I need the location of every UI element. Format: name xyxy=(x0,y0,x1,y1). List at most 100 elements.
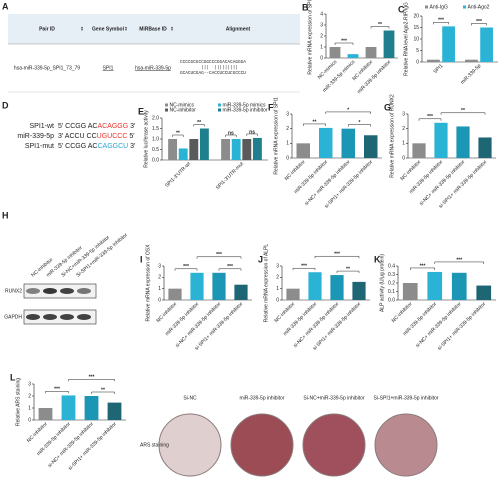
seed-site: CAGGCU xyxy=(97,143,128,150)
bar xyxy=(212,272,226,300)
y-tick-label: 1 xyxy=(276,286,279,292)
y-tick-label: 2 xyxy=(402,126,405,132)
significance-label: *** xyxy=(438,18,444,24)
sequence-end: 3′ xyxy=(58,133,64,140)
bar xyxy=(442,26,455,63)
y-axis-label: Relative ARS staining xyxy=(15,378,21,426)
significance-bracket xyxy=(303,123,326,126)
y-tick-label: 0 xyxy=(286,155,289,161)
legend-label: miR-339-5p mimics xyxy=(223,102,267,108)
legend-swatch xyxy=(218,103,221,107)
blot-band xyxy=(26,314,40,320)
sort-icon: ⇕ xyxy=(170,26,174,32)
x-tick-label: miR-339-5p inhibitor xyxy=(356,59,392,95)
bar xyxy=(199,128,209,160)
panel-letter: F xyxy=(268,102,274,112)
bar xyxy=(383,30,395,58)
y-tick-label: 0 xyxy=(276,297,279,303)
sequence-end: 3′ xyxy=(130,123,136,130)
y-tick-label: 0.2 xyxy=(388,280,395,286)
bar xyxy=(107,402,122,420)
y-tick-label: 1 xyxy=(158,286,161,292)
y-tick-label: 2.0 xyxy=(152,115,159,121)
significance-label: ** xyxy=(197,120,201,126)
significance-label: ** xyxy=(176,130,180,136)
bar xyxy=(427,59,440,62)
y-tick-label: 2 xyxy=(28,393,31,399)
sequence-end: 5′ xyxy=(129,133,135,140)
blot-band xyxy=(60,288,74,294)
sequence-name: SPI1-wt xyxy=(29,123,54,130)
band-label: RUNX2 xyxy=(5,288,22,294)
panel-letter: D xyxy=(2,100,9,110)
significance-bracket xyxy=(440,112,486,115)
significance-bracket xyxy=(471,23,487,26)
significance-bracket xyxy=(91,391,115,394)
table-link: SPI1 xyxy=(103,65,114,71)
panel-letter: L xyxy=(10,372,16,382)
significance-label: *** xyxy=(54,387,60,393)
significance-label: ns xyxy=(249,129,255,135)
significance-label: *** xyxy=(476,19,482,25)
y-tick-label: 0.3 xyxy=(388,272,395,278)
y-tick-label: 3 xyxy=(158,263,161,269)
significance-label: *** xyxy=(420,263,426,269)
significance-bracket xyxy=(433,22,449,25)
y-tick-label: 0.0 xyxy=(152,157,159,163)
bar xyxy=(38,408,53,420)
sequence-end: 5′ xyxy=(58,123,64,130)
panel-letter: B xyxy=(302,2,309,12)
panel-letter: J xyxy=(258,254,263,264)
bar xyxy=(61,395,76,420)
significance-bracket xyxy=(172,134,184,137)
significance-bracket xyxy=(348,124,371,127)
y-tick-label: 0.4 xyxy=(388,263,395,269)
table-link: hsa-miR-339-5p xyxy=(135,65,171,71)
sequence-bases: CCGG AC xyxy=(65,123,97,130)
significance-bracket xyxy=(193,124,205,127)
y-tick-label: 3 xyxy=(276,263,279,269)
seed-site: ACAGGG xyxy=(97,123,128,130)
bar xyxy=(84,396,99,420)
x-tick-label: NC-inhibitor xyxy=(26,421,49,444)
sort-icon: ⇕ xyxy=(124,26,128,32)
y-tick-label: 15 xyxy=(413,25,419,31)
bar xyxy=(480,27,493,62)
chart-panel: F Relative mRNA expression of SPI1 0 1 2 3 NC-… xyxy=(268,97,382,210)
bar xyxy=(465,59,478,62)
y-tick-label: 3 xyxy=(286,111,289,117)
significance-label: *** xyxy=(216,252,222,258)
y-tick-label: 0 xyxy=(320,55,323,61)
significance-bracket xyxy=(292,267,316,271)
image-row-label: ARS staining xyxy=(140,442,169,448)
bar xyxy=(189,139,199,160)
x-tick-label: SPI1-3'UTR-wt xyxy=(164,161,192,189)
y-tick-label: 0 xyxy=(158,297,161,303)
y-tick-label: 10 xyxy=(413,36,419,42)
y-axis-label: Relative mRNA expression of RUNX2 xyxy=(389,94,395,178)
x-tick-label: miR-339-5p mimics xyxy=(322,59,357,94)
y-axis-label: Relative mRNA expression of ALPL xyxy=(263,244,269,323)
image-caption: Si-SPI1+miR-339-5p inhibitor xyxy=(374,395,439,401)
y-tick-label: 1 xyxy=(286,141,289,147)
panel-letter: I xyxy=(140,254,143,264)
bar xyxy=(296,143,310,158)
x-tick-label: NC-inhibitor xyxy=(399,159,422,182)
table-cell: hsa-miR-339-5p_SPI1_73_79 xyxy=(14,65,80,71)
bar xyxy=(476,285,492,300)
significance-bracket xyxy=(314,255,360,259)
y-axis-label: Relative mRNA expression of SPI1 xyxy=(273,97,279,174)
table-header: Gene Symbol xyxy=(92,26,125,32)
bar xyxy=(168,288,182,300)
y-tick-label: 4 xyxy=(320,11,323,17)
y-tick-label: 3 xyxy=(28,381,31,387)
bar xyxy=(221,139,231,160)
significance-bracket xyxy=(434,261,484,264)
well-image xyxy=(230,413,294,477)
x-tick-label: SPI1 xyxy=(432,63,444,75)
y-tick-label: 5 xyxy=(416,48,419,54)
x-tick-label: NC-inhibitor xyxy=(391,301,414,324)
